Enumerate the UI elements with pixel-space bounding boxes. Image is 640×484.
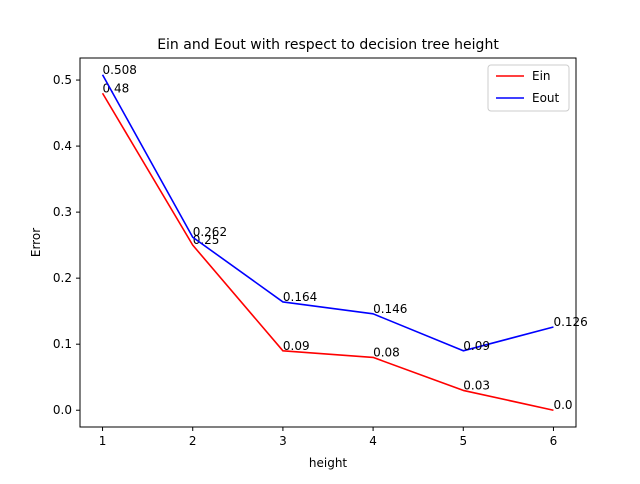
x-tick-label: 2 <box>189 434 197 448</box>
data-label-eout: 0.09 <box>463 339 490 353</box>
plot-layer: 1 2 3 4 5 6 0.0 0.1 0.2 0.3 0.4 0.5 0.48 0.25 0.09 0.08… <box>53 63 588 448</box>
data-label-eout: 0.262 <box>193 225 227 239</box>
x-tick-label: 4 <box>369 434 377 448</box>
y-tick-label: 0.5 <box>53 73 72 87</box>
y-tick-label: 0.0 <box>53 403 72 417</box>
series-line-ein <box>101 92 554 412</box>
legend-label-eout: Eout <box>532 91 560 105</box>
series-line-eout <box>101 74 554 352</box>
data-label-ein: 0.09 <box>283 339 310 353</box>
y-tick-label: 0.2 <box>53 271 72 285</box>
y-tick-label: 0.1 <box>53 337 72 351</box>
y-axis-label: Error <box>29 228 43 257</box>
legend: Ein Eout <box>487 64 570 112</box>
data-label-eout: 0.146 <box>373 302 407 316</box>
data-label-eout: 0.126 <box>553 315 587 329</box>
data-label-ein: 0.0 <box>553 398 572 412</box>
data-label-eout: 0.508 <box>103 63 137 77</box>
y-tick-label: 0.3 <box>53 205 72 219</box>
data-label-eout: 0.164 <box>283 290 317 304</box>
data-label-ein: 0.03 <box>463 378 490 392</box>
x-tick-label: 6 <box>550 434 558 448</box>
plot-area-frame <box>79 57 577 428</box>
data-label-ein: 0.25 <box>193 233 220 247</box>
data-label-ein: 0.48 <box>103 81 130 95</box>
y-tick-label: 0.4 <box>53 139 72 153</box>
x-tick-label: 1 <box>99 434 107 448</box>
x-axis-label: height <box>309 456 348 470</box>
legend-label-ein: Ein <box>532 69 551 83</box>
chart-title: Ein and Eout with respect to decision tr… <box>157 37 499 53</box>
x-tick-label: 5 <box>459 434 467 448</box>
data-label-ein: 0.08 <box>373 345 400 359</box>
x-tick-label: 3 <box>279 434 287 448</box>
